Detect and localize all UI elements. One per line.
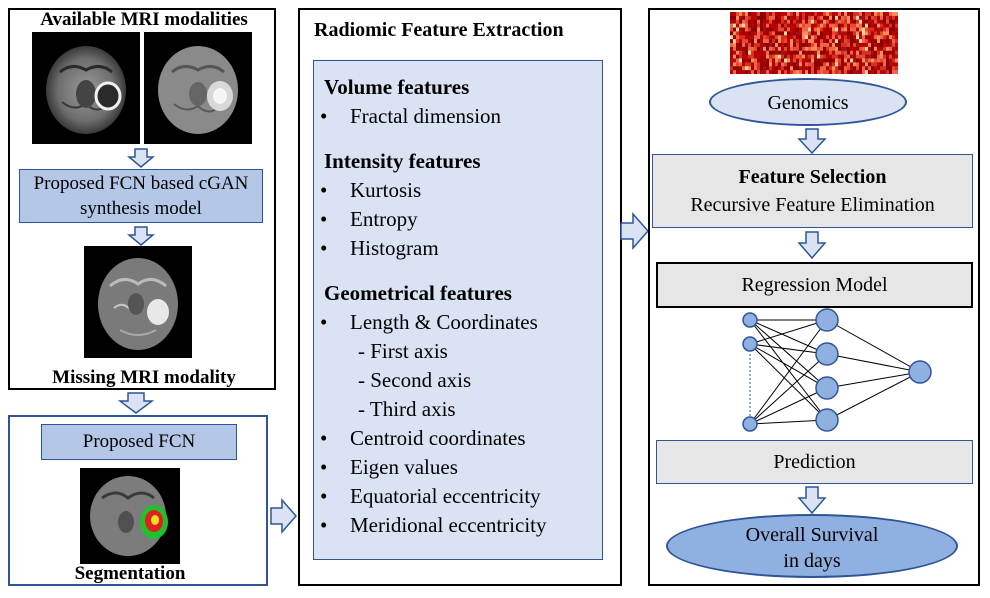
intensity-features-heading: Intensity features (324, 149, 481, 173)
feature-selection-title: Feature Selection (738, 166, 887, 188)
intensity-features-section: Intensity features Kurtosis Entropy Hist… (314, 147, 602, 263)
feature-subitem: - Second axis (358, 368, 472, 392)
feature-item: Fractal dimension (314, 102, 602, 131)
down-arrow-icon (797, 128, 827, 154)
feature-subitem: - Third axis (358, 397, 456, 421)
missing-modality-label: Missing MRI modality (52, 367, 236, 388)
geometrical-features-heading: Geometrical features (324, 281, 512, 305)
feature-item: Meridional eccentricity (314, 511, 602, 540)
genomics-label: Genomics (767, 92, 849, 114)
volume-features-section: Volume features Fractal dimension (314, 73, 602, 131)
feature-item: Eigen values (314, 453, 602, 482)
feature-item: Entropy (314, 205, 602, 234)
volume-features-heading: Volume features (324, 75, 470, 99)
feature-item: Equatorial eccentricity (314, 482, 602, 511)
neural-network-icon (742, 308, 932, 432)
feature-item: Centroid coordinates (314, 424, 602, 453)
feature-item: Histogram (314, 234, 602, 263)
feature-subitem: - First axis (358, 339, 448, 363)
feature-item: Kurtosis (314, 176, 602, 205)
survival-unit-label: in days (783, 550, 841, 572)
radiomic-feature-title: Radiomic Feature Extraction (314, 19, 564, 41)
prediction-box: Prediction (656, 440, 973, 484)
down-arrow-icon (797, 231, 827, 259)
right-arrow-icon (620, 212, 650, 250)
down-arrow-icon (127, 226, 155, 246)
cgan-synthesis-model-label: Proposed FCN based cGAN synthesis model (33, 173, 249, 219)
overall-survival-node: Overall Survival in days (666, 514, 958, 578)
proposed-fcn-box: Proposed FCN (41, 424, 237, 460)
right-arrow-icon (270, 498, 297, 534)
mri-image-modality-2 (144, 32, 252, 144)
down-arrow-icon (797, 486, 827, 514)
mri-image-modality-1 (32, 32, 140, 144)
feature-item: Length & Coordinates (314, 308, 602, 337)
feature-list-box: Volume features Fractal dimension Intens… (313, 60, 603, 560)
feature-selection-box: Feature Selection Recursive Feature Elim… (652, 154, 973, 228)
down-arrow-icon (117, 392, 155, 414)
proposed-fcn-label: Proposed FCN (82, 431, 196, 452)
available-modalities-title: Available MRI modalities (40, 9, 248, 30)
prediction-label: Prediction (773, 451, 856, 473)
cgan-synthesis-model-box: Proposed FCN based cGAN synthesis model (19, 169, 263, 223)
regression-model-box: Regression Model (656, 262, 973, 308)
overall-survival-label: Overall Survival (745, 524, 879, 546)
segmentation-caption: Segmentation (74, 563, 186, 584)
feature-selection-method: Recursive Feature Elimination (690, 194, 935, 216)
geometrical-features-section: Geometrical features Length & Coordinate… (314, 279, 602, 540)
segmentation-mri-image (80, 468, 180, 564)
down-arrow-icon (127, 148, 155, 168)
genomics-heatmap (730, 12, 898, 74)
mri-image-synthesized (84, 246, 192, 358)
genomics-node: Genomics (709, 78, 907, 126)
regression-model-label: Regression Model (741, 274, 888, 296)
